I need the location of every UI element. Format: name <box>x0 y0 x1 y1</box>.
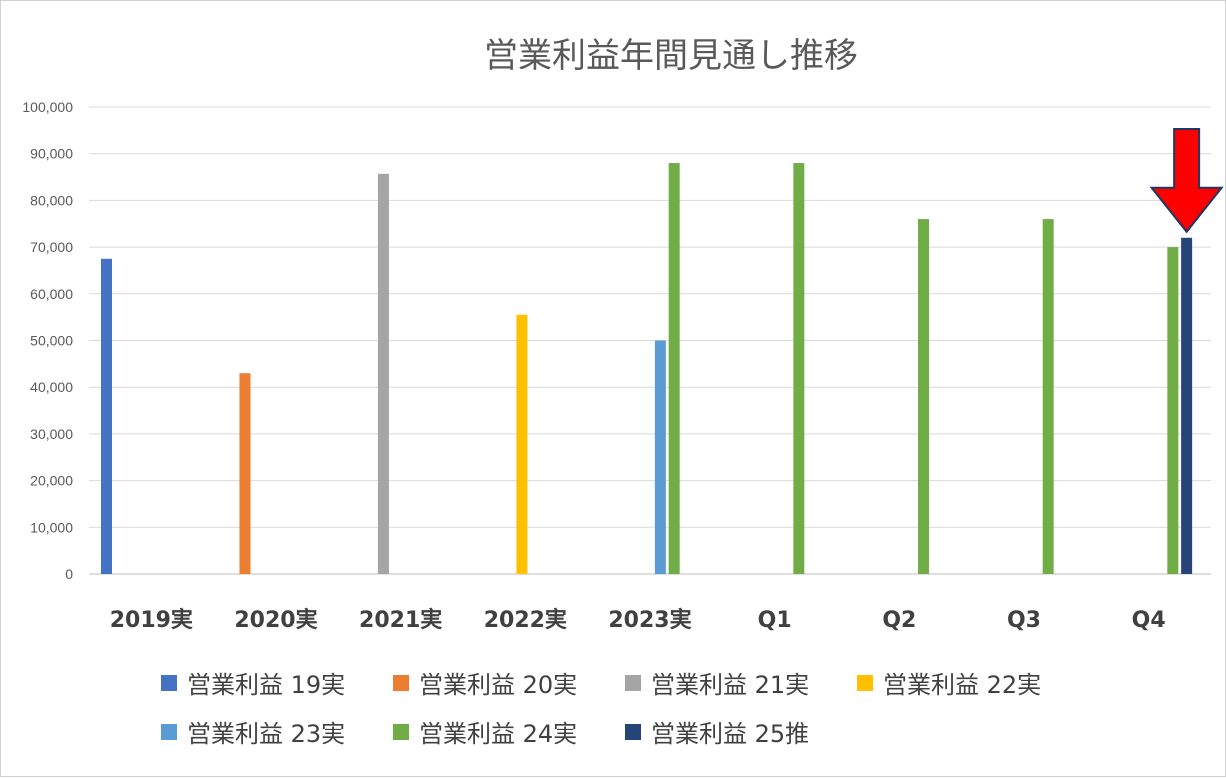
y-tick-label: 100,000 <box>22 99 73 115</box>
x-tick-label: Q1 <box>758 608 792 633</box>
bar <box>516 314 528 574</box>
bar <box>101 258 112 574</box>
y-tick-label: 80,000 <box>30 192 73 208</box>
legend-swatch <box>161 724 177 740</box>
y-tick-label: 60,000 <box>30 286 73 302</box>
x-tick-label: Q4 <box>1132 608 1166 633</box>
legend-label: 営業利益 23実 <box>187 720 345 748</box>
y-tick-label: 70,000 <box>30 239 73 255</box>
y-tick-label: 90,000 <box>30 146 73 162</box>
legend-swatch <box>393 724 409 740</box>
legend-label: 営業利益 21実 <box>651 671 809 699</box>
x-tick-label: 2021実 <box>359 607 442 633</box>
legend-label: 営業利益 22実 <box>883 671 1041 699</box>
legend-label: 営業利益 19実 <box>187 671 345 699</box>
x-axis-ticks: 2019実 2020実 2021実 2022実 2023実 Q1 Q2 Q3 Q4 <box>110 607 1166 633</box>
bar <box>1042 219 1054 574</box>
y-tick-label: 0 <box>65 566 73 582</box>
bar <box>918 219 929 574</box>
annotation-layer <box>1149 128 1224 234</box>
legend-swatch <box>625 675 641 691</box>
x-tick-label: 2019実 <box>110 607 193 633</box>
gridlines <box>89 106 1211 575</box>
red-arrow-icon <box>1149 128 1224 234</box>
chart-title: 営業利益年間見通し推移 <box>484 36 858 76</box>
bar <box>793 163 805 575</box>
legend-swatch <box>625 724 641 740</box>
x-tick-label: Q2 <box>882 608 916 633</box>
legend-swatch <box>393 675 409 691</box>
bar <box>239 373 251 574</box>
bar <box>1181 237 1193 574</box>
y-tick-label: 30,000 <box>30 426 73 442</box>
legend-label: 営業利益 24実 <box>419 720 577 748</box>
bar <box>668 163 680 575</box>
x-tick-label: 2020実 <box>234 607 317 633</box>
bar <box>377 173 389 574</box>
bar <box>1167 247 1179 574</box>
y-tick-label: 50,000 <box>30 333 73 349</box>
legend-label: 営業利益 25推 <box>651 720 809 748</box>
legend-swatch <box>857 675 873 691</box>
x-tick-label: 2022実 <box>484 607 567 633</box>
y-tick-label: 20,000 <box>30 473 73 489</box>
bars <box>101 163 1193 575</box>
x-tick-label: Q3 <box>1007 608 1041 633</box>
x-tick-label: 2023実 <box>608 607 691 633</box>
y-tick-label: 40,000 <box>30 379 73 395</box>
y-tick-label: 10,000 <box>30 519 73 535</box>
legend-swatch <box>161 675 177 691</box>
legend-label: 営業利益 20実 <box>419 671 577 699</box>
bar <box>654 340 666 574</box>
y-axis-ticks: 0 10,000 20,000 30,000 40,000 50,000 60,000 70,… <box>22 99 73 582</box>
